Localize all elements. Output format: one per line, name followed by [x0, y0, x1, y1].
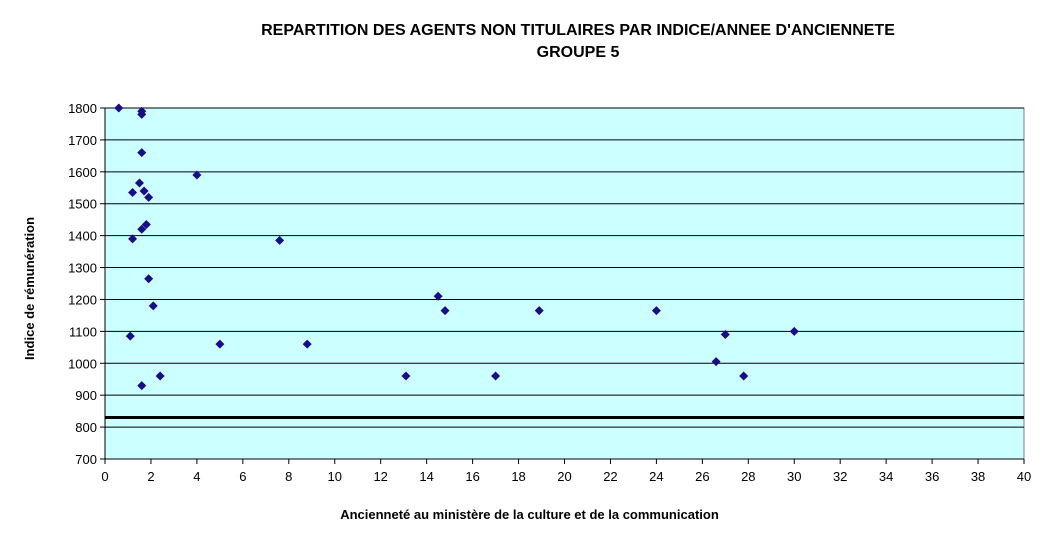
- data-point: [137, 109, 147, 119]
- data-point: [144, 274, 154, 284]
- y-tick-label: 1400: [68, 229, 97, 244]
- grid-lines: [105, 107, 1024, 428]
- x-tick-label: 20: [557, 469, 571, 484]
- x-tick-label: 6: [239, 469, 246, 484]
- data-point: [144, 192, 154, 202]
- y-tick-label: 1300: [68, 261, 97, 276]
- chart-title: REPARTITION DES AGENTS NON TITULAIRES PA…: [100, 20, 1044, 64]
- y-tick-label: 1500: [68, 197, 97, 212]
- y-tick-label: 900: [75, 388, 97, 403]
- plot-area: [104, 107, 1025, 460]
- data-point: [128, 234, 138, 244]
- x-tick-label: 10: [328, 469, 342, 484]
- data-point: [192, 170, 202, 180]
- x-tick-label: 14: [419, 469, 433, 484]
- x-tick-label: 8: [285, 469, 292, 484]
- chart-title-line1: REPARTITION DES AGENTS NON TITULAIRES PA…: [261, 22, 895, 39]
- x-tick-label: 2: [147, 469, 154, 484]
- data-point: [134, 178, 144, 188]
- data-point: [302, 339, 312, 349]
- x-tick-label: 34: [879, 469, 893, 484]
- x-tick-label: 24: [649, 469, 663, 484]
- data-point: [651, 306, 661, 316]
- y-tick-label: 800: [75, 420, 97, 435]
- data-point: [720, 330, 730, 340]
- x-axis-title: Ancienneté au ministère de la culture et…: [340, 507, 719, 522]
- x-tick-label: 4: [193, 469, 200, 484]
- y-tick-label: 1700: [68, 133, 97, 148]
- y-tick-label: 1600: [68, 165, 97, 180]
- x-tick-label: 40: [1017, 469, 1031, 484]
- data-points: [114, 103, 799, 391]
- y-tick-label: 1100: [69, 324, 97, 339]
- data-point: [114, 103, 124, 113]
- chart-title-line2: GROUPE 5: [536, 44, 620, 61]
- data-point: [433, 291, 443, 301]
- x-tick-label: 22: [603, 469, 617, 484]
- x-tick-label: 12: [373, 469, 387, 484]
- y-axis-title: Indice de rémunération: [22, 217, 37, 360]
- data-point: [128, 188, 138, 198]
- data-point: [215, 339, 225, 349]
- data-point: [401, 371, 411, 381]
- data-point: [491, 371, 501, 381]
- data-point: [137, 148, 147, 158]
- y-axis-ticks: 700 800 900 1000 1100 1200 1300 1400 1500 1600 170…: [68, 101, 106, 467]
- data-point: [789, 326, 799, 336]
- x-tick-label: 26: [695, 469, 709, 484]
- data-point: [148, 301, 158, 311]
- x-axis-ticks: 0 2 4 6 8 10 12 14 16 18 20 22 24 26 28 30 32 34 36 38 40: [101, 458, 1031, 484]
- data-point: [137, 381, 147, 391]
- data-point: [137, 224, 147, 234]
- y-tick-label: 1800: [68, 101, 97, 116]
- data-point: [125, 331, 135, 341]
- y-tick-label: 700: [75, 452, 97, 467]
- data-point: [440, 306, 450, 316]
- x-tick-label: 18: [511, 469, 525, 484]
- data-point: [155, 371, 165, 381]
- data-point: [739, 371, 749, 381]
- x-tick-label: 38: [971, 469, 985, 484]
- data-point: [711, 357, 721, 367]
- x-tick-label: 30: [787, 469, 801, 484]
- y-tick-label: 1200: [68, 292, 97, 307]
- x-tick-label: 28: [741, 469, 755, 484]
- x-tick-label: 36: [925, 469, 939, 484]
- y-tick-label: 1000: [68, 356, 97, 371]
- data-point: [141, 219, 151, 229]
- x-tick-label: 16: [465, 469, 479, 484]
- x-tick-label: 0: [101, 469, 108, 484]
- x-tick-label: 32: [833, 469, 847, 484]
- data-point: [139, 186, 149, 196]
- data-point: [275, 235, 285, 245]
- data-point: [534, 306, 544, 316]
